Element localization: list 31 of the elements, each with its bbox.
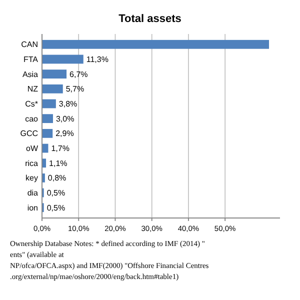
y-tick-label: CAN [21, 40, 38, 50]
data-label: 3,8% [58, 100, 78, 109]
y-tick-label: rica [25, 158, 39, 168]
bar [42, 128, 53, 138]
y-tick-label: key [26, 174, 38, 183]
data-label: 1,1% [49, 158, 68, 168]
bar [42, 40, 270, 49]
bar [42, 54, 84, 64]
y-tick-label: Cs* [25, 100, 38, 109]
bar [42, 84, 63, 94]
y-tick-label: cao [25, 114, 39, 124]
chart-title: Total assets [118, 13, 182, 25]
y-tick-label: NZ [27, 84, 38, 94]
bar [42, 114, 53, 124]
data-label: 6,7% [70, 70, 88, 79]
y-tick-label: GCC [20, 129, 38, 138]
y-tick-label: Asia [22, 70, 39, 79]
data-label: 1,7% [51, 144, 70, 154]
data-label: 0,5% [46, 203, 66, 212]
y-tick-label: oW [26, 144, 38, 154]
bar [42, 99, 56, 108]
y-tick-label: ion [27, 203, 38, 212]
data-label: 0,8% [48, 174, 66, 183]
data-label: 0,5% [46, 188, 66, 198]
data-label: 5,7% [66, 84, 84, 94]
y-tick-label: FTA [23, 55, 39, 64]
y-tick-label: dia [27, 188, 39, 198]
bar [42, 70, 67, 79]
data-label: 2,9% [56, 129, 74, 138]
data-label: 11,3% [86, 55, 108, 64]
data-label: 3,0% [56, 114, 74, 124]
